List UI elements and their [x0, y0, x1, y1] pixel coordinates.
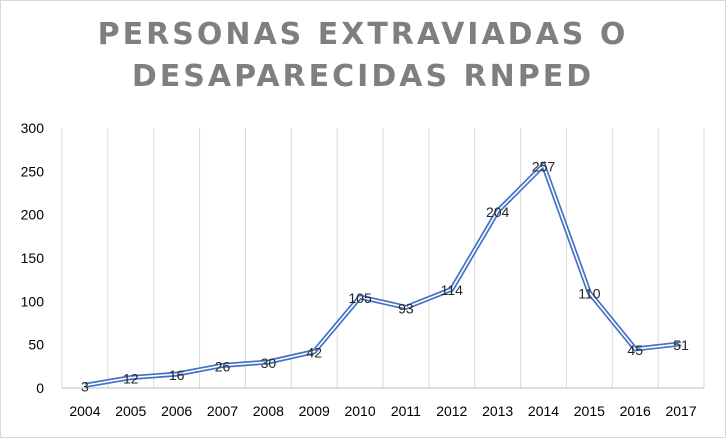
data-label: 110: [578, 286, 601, 302]
chart-title-line-1: PERSONAS EXTRAVIADAS O: [97, 17, 629, 52]
y-tick-label: 200: [21, 207, 45, 223]
x-axis-ticks: 2004 2005 2006 2007 2008 2009 2010 2011 2012 2013…: [69, 403, 697, 419]
x-tick-label: 2013: [482, 403, 513, 419]
chart-title: PERSONAS EXTRAVIADAS O DESAPARECIDAS RNP…: [0, 14, 726, 98]
x-tick-label: 2004: [69, 403, 100, 419]
data-label: 12: [123, 371, 139, 387]
x-tick-label: 2016: [620, 403, 651, 419]
y-tick-label: 0: [36, 380, 44, 396]
x-tick-label: 2007: [207, 403, 238, 419]
series-line: [84, 160, 682, 388]
data-label: 3: [81, 378, 89, 394]
y-tick-label: 100: [21, 293, 45, 309]
data-label: 51: [673, 337, 689, 353]
data-labels: 3 12 16 26 30 42 105 93 114 204 257 110 45 51: [81, 158, 689, 394]
chart-title-line-2: DESAPARECIDAS RNPED: [131, 59, 595, 94]
data-label: 105: [348, 290, 372, 306]
y-tick-label: 250: [21, 163, 45, 179]
x-tick-label: 2008: [253, 403, 284, 419]
data-label: 204: [486, 204, 510, 220]
y-tick-label: 300: [21, 120, 45, 136]
y-tick-label: 50: [28, 337, 44, 353]
x-tick-label: 2012: [436, 403, 467, 419]
series-line-inner: [84, 163, 682, 387]
y-tick-label: 150: [21, 250, 45, 266]
x-tick-label: 2011: [391, 403, 421, 419]
x-tick-label: 2017: [665, 403, 696, 419]
x-tick-label: 2006: [161, 403, 192, 419]
data-label: 26: [215, 358, 231, 374]
y-axis-ticks: 0 50 100 150 200 250 300: [21, 120, 45, 396]
data-label: 257: [532, 158, 556, 174]
data-label: 114: [441, 282, 464, 298]
data-label: 16: [169, 367, 185, 383]
x-tick-label: 2005: [115, 403, 146, 419]
x-tick-label: 2014: [528, 403, 559, 419]
data-label: 45: [627, 342, 643, 358]
data-label: 93: [398, 300, 414, 316]
grid-lines: [61, 128, 705, 389]
x-tick-label: 2010: [344, 403, 375, 419]
x-tick-label: 2015: [574, 403, 605, 419]
x-tick-label: 2009: [299, 403, 330, 419]
data-label: 30: [261, 355, 277, 371]
data-label: 42: [306, 345, 322, 361]
